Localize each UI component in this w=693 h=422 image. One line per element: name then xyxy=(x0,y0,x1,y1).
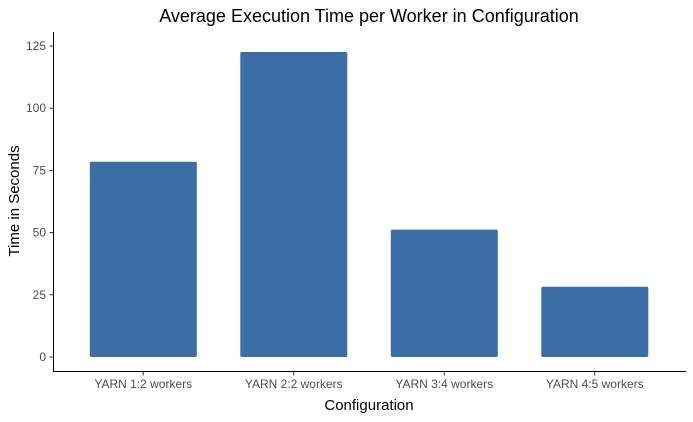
y-axis-title: Time in Seconds xyxy=(6,145,23,256)
x-tick-label: YARN 4:5 workers xyxy=(546,377,644,391)
x-tick-label: YARN 2:2 workers xyxy=(245,377,343,391)
bar-2 xyxy=(240,52,348,357)
x-tick-label: YARN 1:2 workers xyxy=(94,377,192,391)
chart-title: Average Execution Time per Worker in Con… xyxy=(159,6,579,26)
y-tick-label: 75 xyxy=(33,163,47,177)
bars-layer xyxy=(89,52,649,357)
bar-1 xyxy=(89,161,197,357)
x-axis-title: Configuration xyxy=(324,397,413,414)
x-tick-label: YARN 3:4 workers xyxy=(395,377,493,391)
y-tick-label: 0 xyxy=(39,350,46,364)
y-tick-label: 125 xyxy=(26,39,46,53)
y-axis-ticks: 0 25 50 75 100 125 xyxy=(26,39,54,364)
y-tick-label: 50 xyxy=(33,226,47,240)
y-tick-label: 25 xyxy=(33,288,47,302)
bar-4 xyxy=(541,286,649,357)
x-axis-ticks: YARN 1:2 workers YARN 2:2 workers YARN 3:4… xyxy=(94,371,644,391)
bar-3 xyxy=(390,229,498,357)
y-tick-label: 100 xyxy=(26,101,46,115)
